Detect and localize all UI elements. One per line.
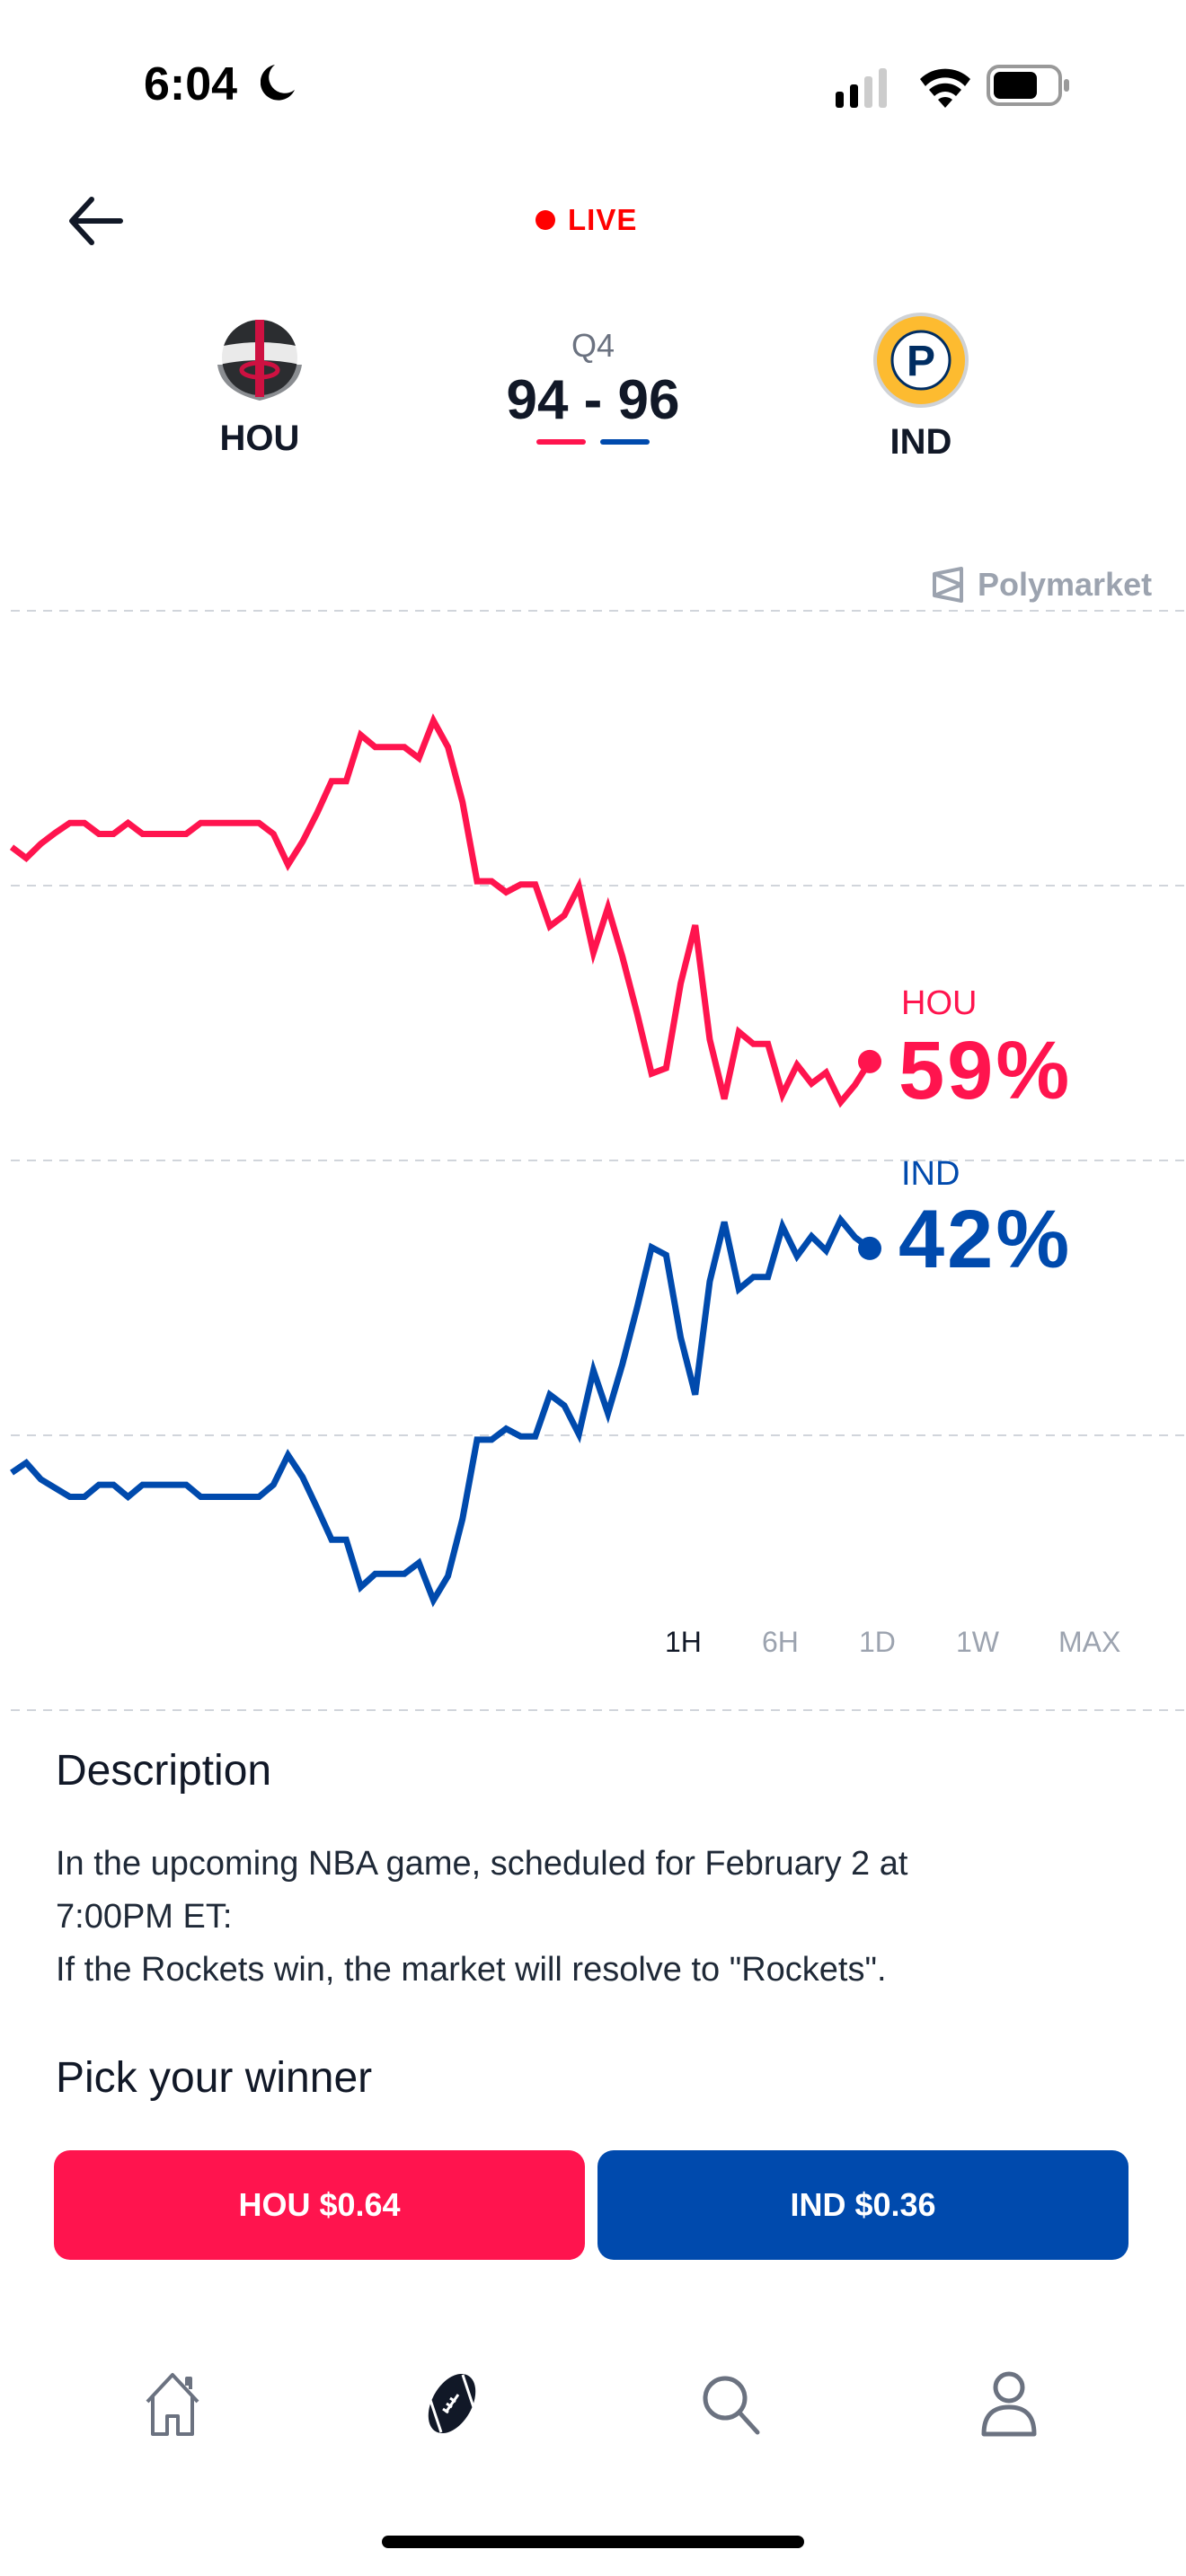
- hou-series-line: [9, 713, 872, 1108]
- status-time: 6:04: [144, 58, 238, 110]
- profile-icon[interactable]: [973, 2368, 1045, 2439]
- description-line: If the Rockets win, the market will reso…: [56, 1951, 887, 1989]
- live-label: LIVE: [568, 203, 638, 236]
- signal-icon: [836, 68, 887, 108]
- buy-hou-button[interactable]: HOU $0.64: [54, 2150, 585, 2260]
- range-max[interactable]: MAX: [1058, 1626, 1121, 1658]
- hou-current-point: [858, 1049, 881, 1073]
- live-dot-icon: [535, 210, 555, 230]
- ind-current-point: [858, 1236, 881, 1260]
- home-color-bar: [536, 439, 586, 445]
- away-team[interactable]: P IND: [831, 311, 1011, 463]
- polymarket-attribution: Polymarket: [931, 566, 1152, 604]
- home-indicator: [382, 2536, 804, 2548]
- ind-percentage: 42%: [898, 1194, 1073, 1285]
- live-indicator: LIVE: [535, 203, 637, 237]
- wifi-icon: [920, 68, 970, 108]
- hou-series-label: HOU: [901, 984, 978, 1022]
- price-chart[interactable]: [0, 539, 1186, 1734]
- range-6h[interactable]: 6H: [762, 1626, 799, 1658]
- description-text: In the upcoming NBA game, scheduled for …: [56, 1838, 1134, 1997]
- away-team-abbr: IND: [890, 422, 952, 462]
- range-1w[interactable]: 1W: [956, 1626, 999, 1658]
- polymarket-label: Polymarket: [978, 566, 1153, 603]
- description-heading: Description: [56, 1747, 272, 1795]
- description-line: 7:00PM ET:: [56, 1898, 233, 1936]
- pick-winner-heading: Pick your winner: [56, 2054, 373, 2102]
- pacers-logo-icon: P: [873, 313, 969, 408]
- game-period: Q4: [571, 327, 615, 364]
- scoreboard: Q4 94 - 96: [458, 327, 728, 445]
- rockets-logo-icon: [217, 320, 302, 401]
- back-arrow-icon[interactable]: [66, 196, 124, 246]
- range-1h[interactable]: 1H: [665, 1626, 702, 1658]
- svg-text:P: P: [907, 338, 935, 385]
- home-icon[interactable]: [137, 2368, 208, 2439]
- football-icon[interactable]: [416, 2368, 488, 2439]
- ind-series-label: IND: [901, 1155, 960, 1193]
- moon-icon: [261, 65, 295, 101]
- polymarket-logo-icon: [933, 567, 963, 603]
- game-score: 94 - 96: [506, 369, 680, 431]
- time-range-selector: 1H 6H 1D 1W MAX: [665, 1626, 1120, 1659]
- hou-percentage: 59%: [898, 1025, 1073, 1116]
- description-line: In the upcoming NBA game, scheduled for …: [56, 1845, 908, 1883]
- home-team-abbr: HOU: [219, 419, 300, 458]
- battery-icon: [987, 65, 1069, 106]
- away-color-bar: [600, 439, 650, 445]
- search-icon[interactable]: [695, 2368, 766, 2439]
- ind-series-line: [10, 1213, 872, 1608]
- buy-ind-button[interactable]: IND $0.36: [597, 2150, 1128, 2260]
- home-team[interactable]: HOU: [170, 311, 350, 459]
- range-1d[interactable]: 1D: [859, 1626, 896, 1658]
